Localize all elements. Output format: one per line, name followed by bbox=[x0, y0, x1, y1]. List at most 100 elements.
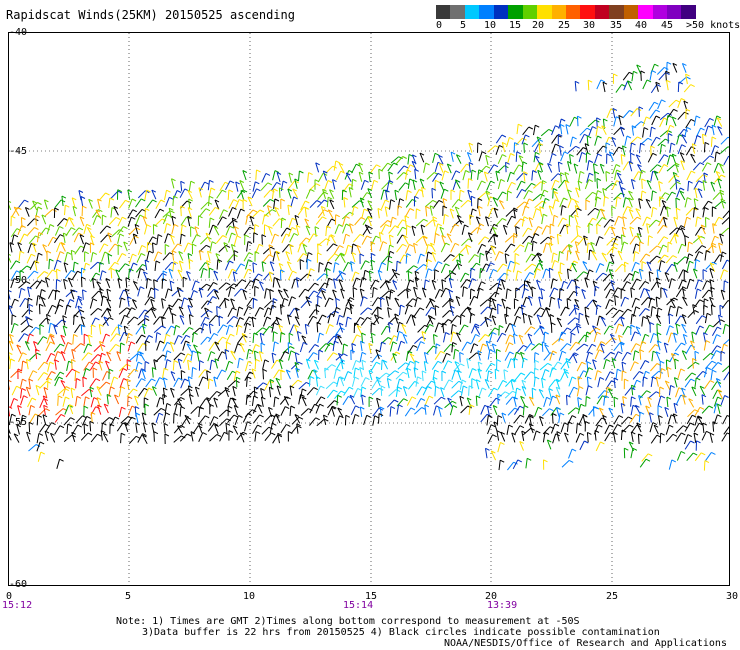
wind-barb bbox=[336, 376, 340, 387]
wind-barb bbox=[80, 316, 85, 327]
wind-barb bbox=[579, 134, 585, 144]
wind-barb-flag bbox=[314, 179, 320, 183]
wind-barb-flag bbox=[434, 305, 440, 309]
wind-barb-flag bbox=[691, 331, 697, 335]
wind-barb-flag bbox=[297, 330, 302, 334]
wind-barb bbox=[236, 325, 239, 336]
wind-barb-flag bbox=[32, 242, 37, 246]
wind-barb bbox=[144, 190, 148, 201]
wind-barb bbox=[586, 376, 589, 387]
wind-barb-flag bbox=[354, 271, 360, 275]
wind-barb-flag bbox=[661, 368, 666, 371]
wind-barb bbox=[441, 235, 446, 246]
wind-barb bbox=[629, 226, 634, 237]
wind-barb bbox=[693, 422, 700, 433]
wind-barb bbox=[168, 268, 173, 279]
wind-barb-flag bbox=[292, 217, 297, 221]
wind-barb-flag bbox=[387, 337, 393, 340]
wind-barb-flag bbox=[305, 200, 310, 204]
wind-barb bbox=[703, 142, 706, 153]
wind-barb-flag bbox=[678, 306, 683, 310]
wind-barb bbox=[144, 224, 148, 235]
wind-barb-flag bbox=[170, 210, 175, 214]
wind-barb-flag bbox=[340, 253, 345, 257]
wind-barb-flag bbox=[262, 327, 267, 331]
wind-barb bbox=[323, 364, 333, 372]
wind-barb bbox=[564, 180, 569, 191]
wind-barb bbox=[585, 385, 589, 396]
wind-barb bbox=[694, 245, 703, 254]
wind-barb-flag bbox=[333, 278, 338, 282]
wind-barb-flag bbox=[622, 396, 627, 399]
wind-barb bbox=[408, 381, 415, 390]
wind-barb-flag bbox=[78, 227, 84, 231]
wind-barb bbox=[179, 188, 186, 198]
wind-barb bbox=[520, 396, 526, 406]
wind-barb-flag bbox=[517, 270, 522, 274]
wind-barb-flag bbox=[528, 235, 534, 239]
wind-barb-flag bbox=[611, 136, 617, 140]
wind-barb-flag bbox=[337, 394, 342, 398]
wind-barb-flag bbox=[608, 388, 613, 392]
wind-barb-flag bbox=[466, 279, 471, 282]
wind-barb-flag bbox=[257, 403, 262, 407]
wind-barb bbox=[607, 388, 614, 398]
wind-barb bbox=[401, 324, 407, 334]
wind-barb-flag bbox=[284, 351, 290, 354]
wind-barb bbox=[92, 278, 95, 289]
wind-barb bbox=[638, 308, 646, 317]
wind-barb-flag bbox=[71, 348, 76, 352]
wind-barb bbox=[169, 281, 173, 291]
wind-barb-flag bbox=[638, 171, 643, 175]
wind-barb bbox=[228, 232, 233, 243]
wind-barb-flag bbox=[620, 402, 626, 406]
wind-barb bbox=[433, 396, 442, 405]
wind-barb bbox=[669, 181, 678, 190]
wind-barb-flag bbox=[332, 179, 337, 183]
wind-barb-flag bbox=[214, 290, 219, 294]
wind-barb bbox=[81, 389, 90, 397]
wind-barb bbox=[392, 280, 398, 290]
wind-barb-flag bbox=[320, 396, 326, 400]
wind-barb-flag bbox=[564, 370, 570, 374]
wind-barb-flag bbox=[698, 422, 704, 426]
wind-barb-flag bbox=[209, 195, 214, 199]
wind-barb-flag bbox=[304, 288, 310, 292]
wind-barb bbox=[681, 134, 688, 144]
wind-barb bbox=[638, 412, 641, 423]
wind-barb bbox=[595, 126, 599, 137]
wind-barb-flag bbox=[682, 279, 687, 283]
wind-barb bbox=[213, 376, 217, 387]
wind-barb bbox=[712, 334, 718, 345]
wind-barb-flag bbox=[78, 232, 83, 236]
wind-barb-flag bbox=[95, 272, 101, 276]
wind-barb-flag bbox=[120, 342, 125, 346]
wind-barb bbox=[697, 188, 703, 199]
wind-barb-flag bbox=[140, 198, 146, 202]
wind-barb-flag bbox=[109, 423, 115, 427]
wind-barb bbox=[426, 172, 435, 180]
wind-barb-flag bbox=[413, 265, 418, 269]
wind-barb-flag bbox=[95, 378, 101, 382]
wind-barb-flag bbox=[290, 405, 296, 409]
wind-barb-flag bbox=[213, 281, 218, 285]
wind-barb bbox=[632, 380, 638, 390]
wind-barb-flag bbox=[213, 397, 219, 401]
wind-barb bbox=[207, 378, 210, 389]
wind-barb-flag bbox=[228, 189, 234, 193]
wind-barb-flag bbox=[398, 404, 403, 408]
wind-barb bbox=[671, 153, 677, 164]
wind-barb-flag bbox=[651, 126, 656, 130]
wind-barb-flag bbox=[540, 288, 546, 292]
wind-barb bbox=[297, 206, 305, 216]
wind-barb bbox=[513, 164, 520, 174]
wind-barb-flag bbox=[163, 422, 169, 426]
wind-barb bbox=[16, 424, 20, 435]
wind-barb bbox=[65, 289, 74, 298]
wind-barb-flag bbox=[259, 307, 264, 310]
wind-barb-flag bbox=[717, 178, 723, 182]
wind-barb bbox=[11, 270, 17, 280]
wind-barb-flag bbox=[688, 398, 693, 402]
wind-barb bbox=[276, 385, 281, 396]
wind-barb-flag bbox=[417, 376, 422, 380]
